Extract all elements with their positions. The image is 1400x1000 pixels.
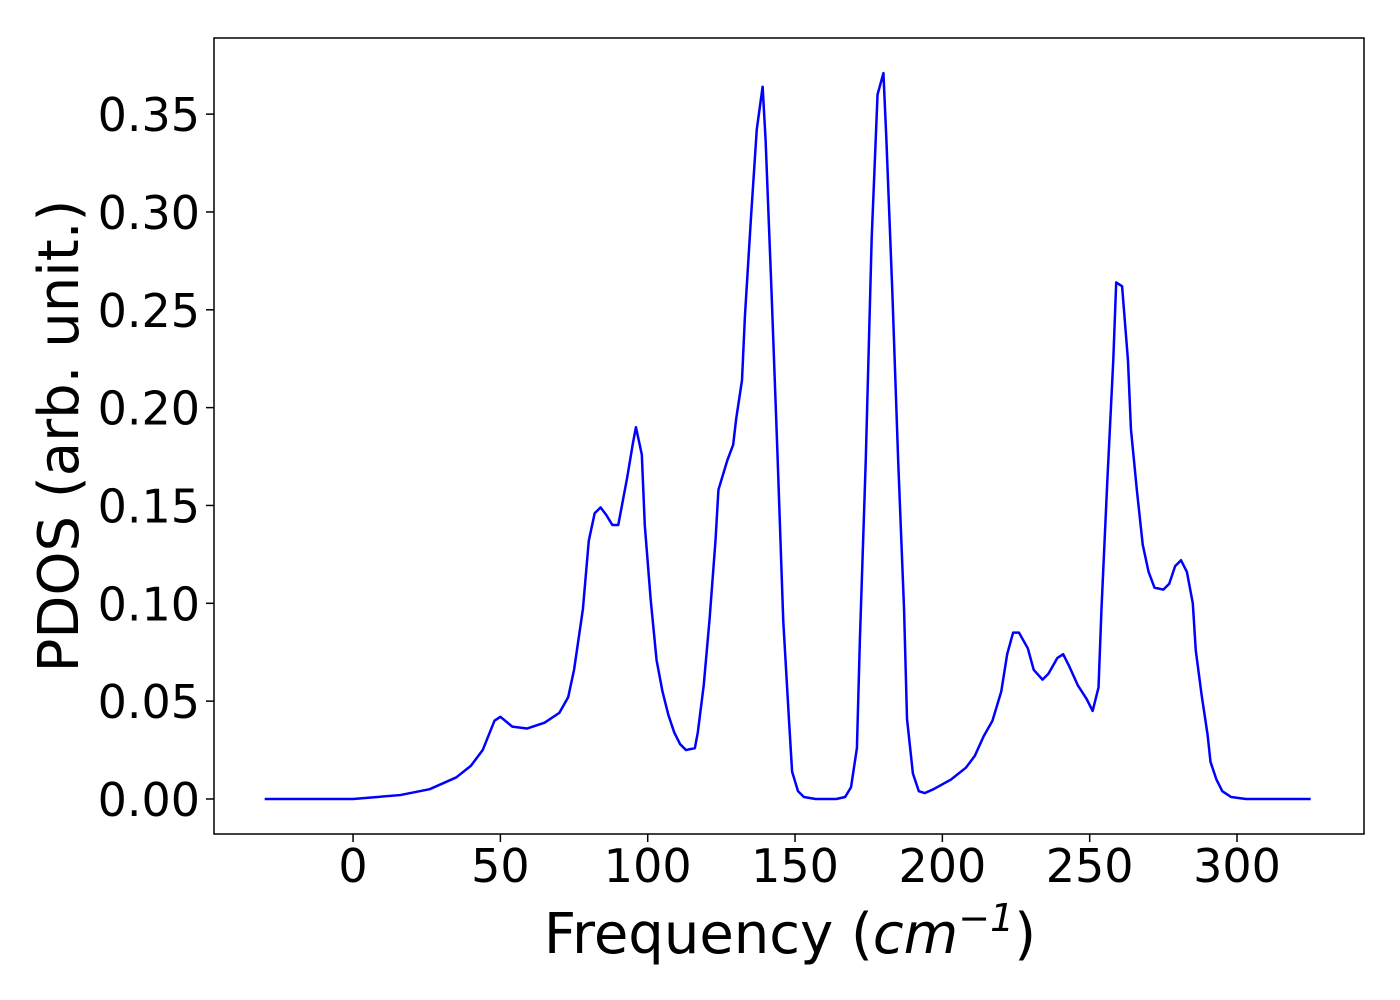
x-label-text: Frequency ( <box>544 902 873 967</box>
x-tick-label: 200 <box>898 839 986 893</box>
x-tick-label: 250 <box>1046 839 1134 893</box>
y-tick-label: 0.05 <box>98 675 200 729</box>
x-tick-label: 300 <box>1193 839 1281 893</box>
y-tick-label: 0.25 <box>98 284 200 338</box>
x-tick-label: 100 <box>604 839 692 893</box>
y-tick-label: 0.15 <box>98 479 200 533</box>
x-label-exponent: −1 <box>958 896 1014 940</box>
x-axis-label: Frequency (cm−1) <box>544 896 1036 967</box>
plot-frame <box>213 37 1365 835</box>
x-tick-label: 0 <box>338 839 367 893</box>
x-label-math: cm <box>873 902 958 967</box>
y-tick-label: 0.30 <box>98 186 200 240</box>
y-tick-label: 0.20 <box>98 382 200 436</box>
y-tick-label: 0.10 <box>98 577 200 631</box>
x-tick-label: 50 <box>471 839 530 893</box>
data-line <box>264 71 1311 801</box>
y-tick-label: 0.00 <box>98 773 200 827</box>
x-label-text: ) <box>1014 902 1036 967</box>
x-tick-label: 150 <box>751 839 839 893</box>
y-tick-label: 0.35 <box>98 88 200 142</box>
y-axis-label: PDOS (arb. unit.) <box>27 200 92 673</box>
